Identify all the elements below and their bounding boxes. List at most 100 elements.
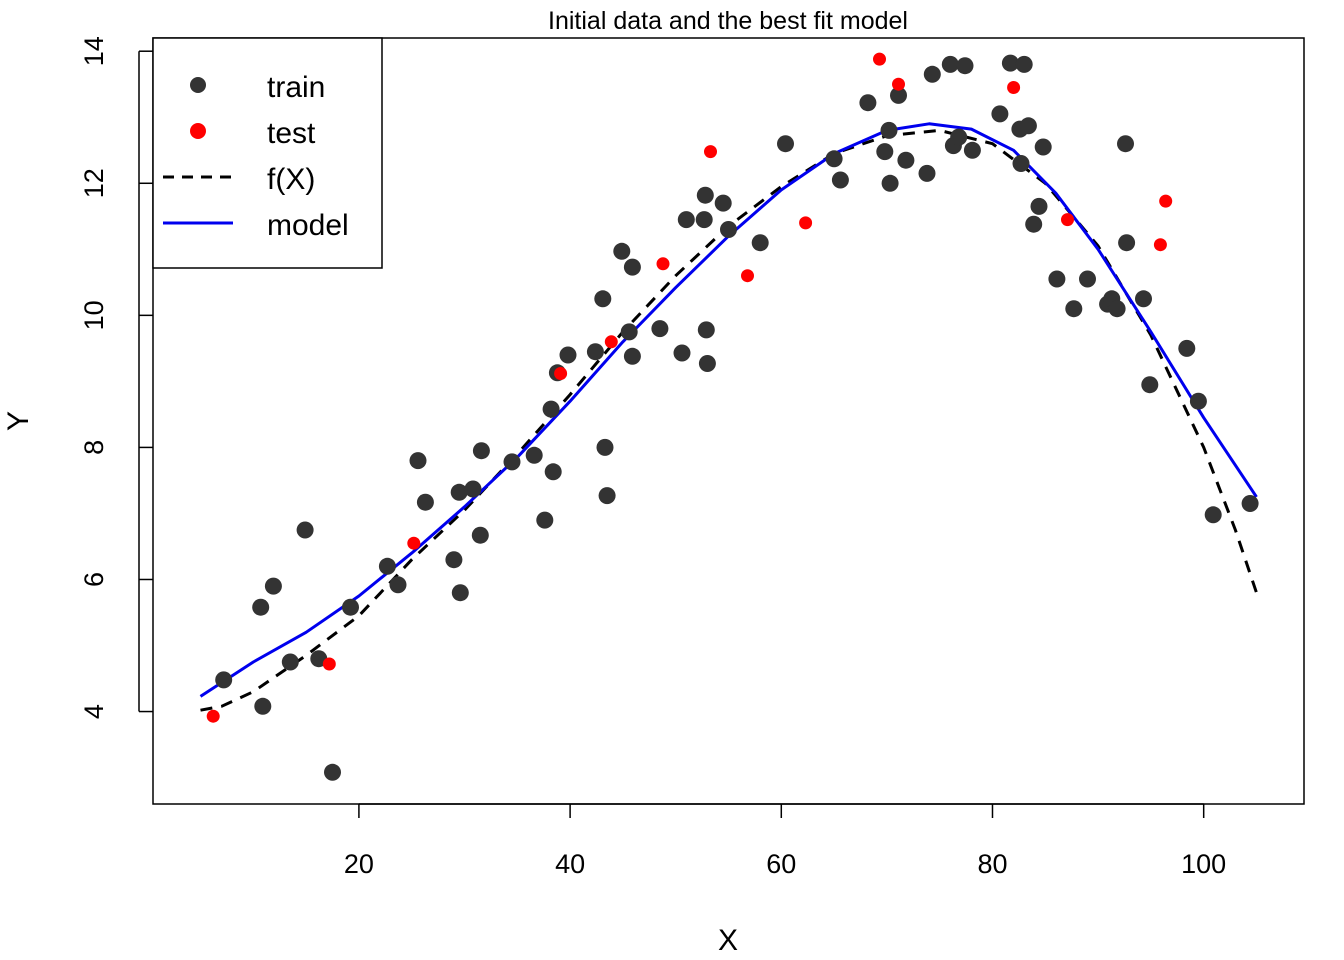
train-point — [281, 653, 299, 671]
train-point — [536, 511, 554, 529]
test-point — [1007, 81, 1021, 94]
points — [206, 52, 1259, 781]
train-point — [1025, 215, 1043, 233]
test-point — [604, 335, 618, 349]
x-axis: 20 40 60 80 100 — [344, 803, 1226, 879]
y-axis-label: Y — [2, 411, 35, 431]
train-point — [254, 697, 272, 715]
train-point — [464, 480, 482, 498]
train-point — [1001, 54, 1019, 72]
train-point — [923, 65, 941, 83]
test-point — [1061, 213, 1074, 227]
legend: train test f(X) model — [152, 37, 383, 269]
train-point — [950, 128, 968, 146]
train-point — [1241, 495, 1259, 512]
legend-label-model: model — [267, 209, 349, 242]
train-point — [673, 344, 691, 362]
test-point — [554, 367, 568, 380]
train-point — [1141, 376, 1159, 394]
train-point — [720, 221, 737, 238]
test-point — [892, 77, 905, 91]
y-tick-label: 14 — [79, 36, 109, 66]
train-point — [1048, 270, 1066, 288]
y-tick-label: 4 — [79, 704, 109, 719]
train-point — [598, 487, 616, 505]
train-point — [696, 186, 714, 204]
train-point — [1117, 135, 1134, 153]
train-point — [623, 258, 641, 276]
test-point — [704, 145, 717, 159]
train-point — [1204, 506, 1222, 524]
test-point — [1159, 194, 1173, 208]
test-point — [322, 657, 336, 671]
train-point — [378, 557, 396, 575]
test-point — [873, 52, 886, 66]
legend-label-train: train — [267, 71, 325, 104]
train-point — [890, 86, 907, 104]
train-point — [1012, 155, 1030, 172]
test-point — [741, 269, 754, 283]
train-point — [1079, 270, 1096, 288]
y-tick-label: 10 — [79, 300, 109, 330]
train-point — [677, 211, 695, 229]
x-tick-label: 40 — [555, 849, 585, 879]
train-point — [991, 105, 1009, 123]
model-curve — [199, 122, 1258, 698]
test-point — [407, 536, 421, 550]
train-point — [1118, 234, 1136, 252]
train-point — [963, 141, 981, 159]
train-point — [544, 463, 562, 481]
x-tick-label: 100 — [1181, 849, 1226, 879]
train-point — [897, 151, 915, 169]
test-point — [656, 257, 670, 271]
y-tick-label: 8 — [79, 440, 109, 455]
train-point — [324, 763, 341, 781]
train-point — [215, 671, 233, 689]
train-point — [751, 234, 769, 252]
train-point — [880, 121, 898, 139]
train-point — [296, 521, 314, 539]
train-point — [472, 442, 490, 460]
train-point — [1178, 339, 1196, 357]
train-point — [1034, 138, 1052, 156]
train-point — [695, 211, 713, 229]
train-point — [1015, 55, 1033, 73]
train-point — [1030, 197, 1048, 215]
legend-label-fx: f(X) — [267, 163, 315, 196]
train-point — [956, 57, 974, 75]
train-point — [264, 577, 282, 595]
x-axis-label: X — [718, 924, 738, 957]
train-point — [918, 164, 936, 182]
chart-title: Initial data and the best fit model — [548, 7, 908, 35]
x-tick-label: 20 — [344, 849, 374, 879]
train-point — [342, 598, 359, 616]
train-point — [623, 347, 641, 365]
train-point — [525, 446, 543, 464]
legend-label-test: test — [267, 117, 316, 150]
train-point — [1135, 290, 1152, 308]
train-point — [777, 135, 794, 153]
train-point — [451, 584, 469, 602]
legend-marker-test — [190, 123, 206, 139]
legend-box — [152, 37, 383, 269]
train-point — [596, 438, 614, 456]
train-point — [859, 94, 877, 112]
train-point — [389, 576, 407, 594]
y-axis: 4 6 8 10 12 14 — [79, 36, 153, 719]
train-point — [503, 453, 521, 471]
train-point — [876, 143, 894, 161]
train-point — [252, 598, 270, 616]
train-point — [542, 400, 560, 418]
train-point — [613, 242, 631, 260]
train-point — [416, 493, 434, 511]
train-point — [409, 452, 427, 470]
train-point — [1189, 392, 1207, 410]
train-point — [559, 346, 577, 364]
train-point — [471, 526, 489, 544]
test-point — [206, 709, 220, 723]
train-point — [651, 320, 669, 338]
train-point — [445, 551, 463, 569]
train-point — [825, 150, 843, 168]
y-tick-label: 6 — [79, 572, 109, 587]
